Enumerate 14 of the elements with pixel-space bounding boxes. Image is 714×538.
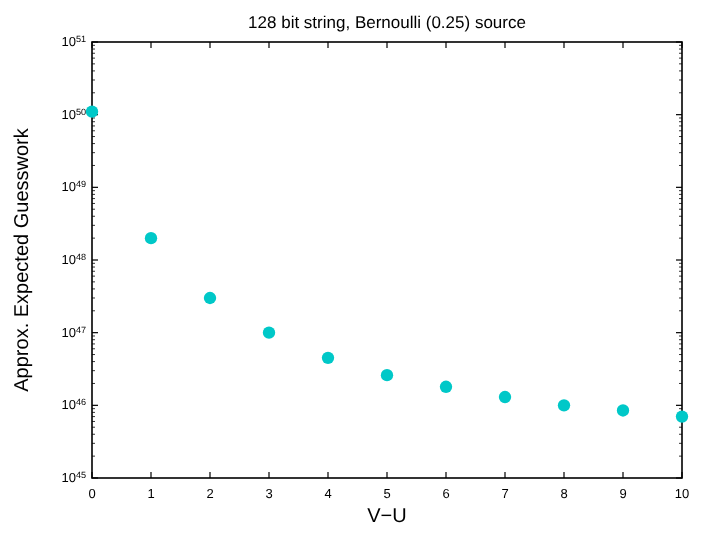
point (380, 369, 394, 382)
x-axis-title: V−U (367, 506, 407, 528)
point (203, 291, 217, 305)
point (557, 399, 571, 412)
point (85, 105, 99, 118)
y-axis-title: Approx. Expected Guesswork (12, 126, 34, 392)
point (321, 351, 335, 365)
point (262, 326, 276, 339)
point (498, 390, 512, 404)
point (616, 404, 630, 417)
point (675, 410, 689, 423)
point (439, 380, 453, 393)
point (144, 231, 158, 245)
chart-title: 128 bit string, Bernoulli (0.25) source (248, 12, 527, 32)
